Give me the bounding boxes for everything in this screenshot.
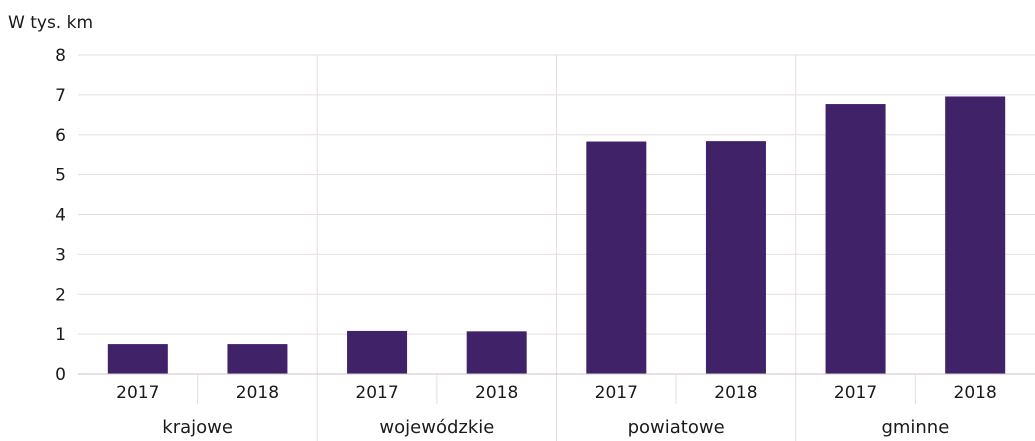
- bar-wojewódzkie-2018: [466, 331, 527, 374]
- x-tick-label: 2018: [954, 383, 997, 403]
- x-tick-label: 2017: [834, 383, 877, 403]
- group-label: krajowe: [162, 417, 233, 438]
- bar-krajowe-2017: [107, 344, 168, 374]
- y-tick-label: 3: [55, 245, 66, 265]
- y-tick-label: 2: [55, 285, 66, 305]
- x-tick-label: 2018: [236, 383, 279, 403]
- bar-powiatowe-2017: [586, 141, 647, 374]
- bar-powiatowe-2018: [705, 141, 766, 374]
- y-tick-label: 5: [55, 166, 66, 186]
- gridlines: [78, 54, 1035, 441]
- bar-wojewódzkie-2017: [347, 330, 408, 374]
- bars: [107, 96, 1006, 374]
- y-tick-label: 7: [55, 86, 66, 106]
- group-label: wojewódzkie: [379, 417, 494, 438]
- x-tick-label: 2018: [475, 383, 518, 403]
- y-tick-label: 4: [55, 206, 66, 226]
- bar-gminne-2017: [825, 104, 886, 374]
- x-tick-label: 2017: [116, 383, 159, 403]
- y-tick-label: 6: [55, 126, 66, 146]
- x-tick-label: 2018: [714, 383, 757, 403]
- group-label: gminne: [881, 417, 949, 438]
- y-tick-label: 8: [55, 46, 66, 66]
- bar-gminne-2018: [945, 96, 1006, 374]
- y-tick-label: 0: [55, 365, 66, 385]
- y-axis-label: W tys. km: [8, 13, 93, 33]
- y-axis-ticks: 0 1 2 3 4 5 6 7 8: [55, 46, 66, 385]
- y-tick-label: 1: [55, 325, 66, 345]
- bar-krajowe-2018: [227, 344, 288, 374]
- x-tick-label: 2017: [595, 383, 638, 403]
- x-tick-label: 2017: [355, 383, 398, 403]
- group-label: powiatowe: [628, 417, 725, 438]
